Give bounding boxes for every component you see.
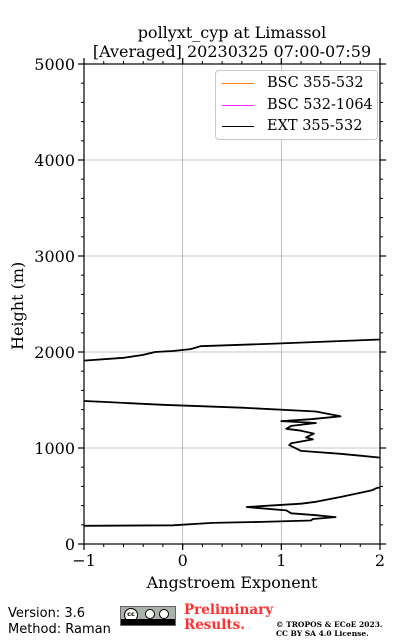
x-tick-label: 0 [178, 551, 188, 570]
license-line1: © TROPOS & ECoE 2023. [276, 620, 383, 629]
license-line2: CC BY SA 4.0 License. [276, 629, 369, 638]
series-line-ext-355-532 [83, 486, 381, 527]
chart-subtitle: [Averaged] 20230325 07:00-07:59 [92, 42, 372, 61]
by-icon [145, 609, 155, 619]
legend-label: EXT 355-532 [267, 118, 363, 134]
preliminary-results-note: Preliminary Results. [184, 603, 273, 633]
y-tick-label: 5000 [34, 55, 75, 74]
preliminary-line1: Preliminary [184, 602, 274, 618]
x-tick-label: 2 [375, 551, 385, 570]
series-lines [83, 338, 381, 527]
chart-title: pollyxt_cyp at Limassol [137, 23, 327, 42]
y-tick-label: 2000 [34, 343, 75, 362]
x-tick-label: 1 [276, 551, 286, 570]
version-text: Version: 3.6 [8, 606, 85, 621]
cc-license-icon: cc [120, 606, 176, 626]
y-tick-label: 1000 [34, 439, 75, 458]
legend-line-magenta [222, 105, 254, 106]
series-line-ext-355-532 [83, 400, 381, 459]
legend-label: BSC 355-532 [267, 75, 364, 91]
series-line-ext-355-532 [83, 338, 381, 362]
legend: BSC 355-532 BSC 532-1064 EXT 355-532 [215, 70, 378, 140]
sa-icon [159, 609, 169, 619]
legend-line-black [222, 126, 254, 127]
footer-info: Version: 3.6 Method: Raman [8, 606, 111, 638]
legend-label: BSC 532-1064 [267, 97, 373, 113]
legend-line-orange [222, 83, 254, 84]
x-tick-label: −1 [72, 551, 96, 570]
cc-badge-bar [121, 619, 175, 625]
preliminary-line2: Results. [184, 617, 245, 633]
y-tick-label: 0 [65, 535, 75, 554]
method-text: Method: Raman [8, 622, 111, 637]
x-axis-label: Angstroem Exponent [146, 573, 318, 592]
plot-frame [83, 63, 381, 545]
license-note: © TROPOS & ECoE 2023. CC BY SA 4.0 Licen… [276, 620, 383, 638]
y-tick-label: 4000 [34, 151, 75, 170]
y-axis-label: Height (m) [8, 261, 27, 350]
cc-icon: cc [124, 608, 138, 622]
y-tick-label: 3000 [34, 247, 75, 266]
